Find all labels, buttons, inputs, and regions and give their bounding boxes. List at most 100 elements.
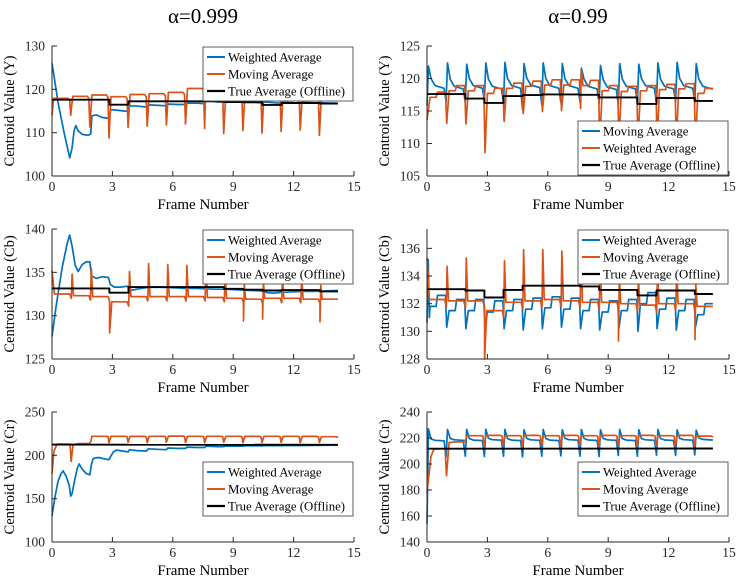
x-tick-label: 0 [49, 362, 56, 377]
legend: Weighted Average Moving Average True Avera… [577, 229, 729, 285]
y-tick-label: 120 [25, 82, 46, 97]
x-axis-label: Frame Number [157, 563, 248, 579]
tick-labels: 105 110 115 120 125 0 3 6 9 12 15 [400, 39, 736, 195]
y-tick-label: 130 [25, 308, 46, 323]
x-axis-label: Frame Number [532, 380, 623, 396]
y-tick-label: 160 [400, 509, 421, 524]
tick-labels: 128 130 132 134 136 0 3 6 9 12 15 [400, 241, 736, 377]
axes [426, 45, 730, 177]
y-tick-label: 130 [25, 39, 46, 54]
legend-label: Moving Average [603, 125, 689, 139]
y-axis-label: Centroid Value (Cb) [377, 235, 393, 352]
column-title-alpha-0999: α=0.999 [167, 4, 239, 28]
subplot-y-alpha099: 105 110 115 120 125 0 3 6 9 12 15 Centroid Value (Y… [377, 39, 736, 214]
subplot-cr-alpha099: 140 160 180 200 220 240 0 3 6 9 12 15 Centroid Value… [377, 405, 736, 580]
x-tick-label: 6 [544, 179, 551, 194]
x-tick-label: 6 [169, 545, 176, 560]
y-tick-label: 140 [400, 535, 421, 550]
x-tick-label: 9 [230, 362, 237, 377]
axes [51, 411, 355, 543]
series-line-weighted-average [426, 258, 713, 333]
y-tick-label: 125 [400, 39, 421, 54]
legend: Moving Average Weighted Average True Avera… [577, 120, 729, 176]
legend-label: Weighted Average [228, 466, 322, 480]
x-tick-label: 6 [169, 179, 176, 194]
legend-box [577, 120, 729, 176]
subplot-cb-alpha099: 128 130 132 134 136 0 3 6 9 12 15 Centroid Value (C… [377, 229, 736, 396]
legend-box [577, 229, 729, 285]
y-tick-label: 140 [25, 222, 46, 237]
x-tick-label: 3 [484, 362, 491, 377]
x-tick-label: 15 [347, 362, 361, 377]
legend-label: Moving Average [228, 68, 314, 82]
x-tick-label: 3 [109, 362, 116, 377]
y-tick-label: 180 [400, 483, 421, 498]
series-group [426, 61, 713, 154]
series-group [51, 234, 339, 337]
legend: Weighted Average Moving Average True Avera… [577, 461, 729, 517]
legend: Weighted Average Moving Average True Avera… [202, 229, 354, 285]
y-tick-label: 105 [400, 169, 421, 184]
series-line-true-average-offline [52, 286, 338, 294]
legend-label: Weighted Average [603, 466, 697, 480]
y-tick-label: 135 [25, 265, 46, 280]
x-tick-label: 15 [722, 362, 736, 377]
legend-label: Moving Average [228, 251, 314, 265]
y-tick-label: 130 [400, 324, 421, 339]
y-axis-label: Centroid Value (Y) [377, 55, 393, 166]
legend-label: True Average (Offline) [603, 500, 720, 514]
tick-labels: 140 160 180 200 220 240 0 3 6 9 12 15 [400, 405, 736, 561]
y-tick-label: 132 [400, 296, 420, 311]
legend-label: Weighted Average [228, 234, 322, 248]
y-axis-label: Centroid Value (Cr) [2, 419, 18, 534]
y-tick-label: 136 [400, 241, 421, 256]
x-axis-label: Frame Number [532, 197, 623, 213]
axes [51, 45, 355, 177]
legend-label: Weighted Average [603, 142, 697, 156]
x-tick-label: 12 [662, 179, 676, 194]
legend-box [202, 46, 354, 102]
y-tick-label: 134 [400, 269, 421, 284]
x-tick-label: 12 [662, 545, 676, 560]
x-axis-label: Frame Number [157, 380, 248, 396]
series-line-true-average-offline [427, 284, 713, 299]
x-tick-label: 0 [424, 545, 431, 560]
x-tick-label: 15 [722, 545, 736, 560]
legend-label: Weighted Average [603, 234, 697, 248]
x-tick-label: 9 [605, 362, 612, 377]
legend-label: Weighted Average [228, 51, 322, 65]
series-line-moving-average [426, 229, 714, 360]
y-tick-label: 125 [25, 352, 46, 367]
series-line-moving-average [51, 252, 339, 334]
y-tick-label: 100 [25, 535, 46, 550]
x-tick-label: 0 [49, 545, 56, 560]
x-tick-label: 6 [169, 362, 176, 377]
series-line-weighted-average [51, 234, 338, 337]
x-tick-label: 15 [347, 179, 361, 194]
axes [426, 229, 730, 360]
x-tick-label: 9 [605, 545, 612, 560]
x-tick-label: 15 [722, 179, 736, 194]
x-tick-label: 9 [605, 179, 612, 194]
x-axis-label: Frame Number [532, 563, 623, 579]
y-tick-label: 150 [25, 491, 46, 506]
y-tick-label: 250 [25, 405, 46, 420]
y-tick-label: 110 [400, 136, 420, 151]
series-line-weighted-average [51, 63, 338, 159]
x-tick-label: 0 [424, 362, 431, 377]
series-group [426, 428, 714, 524]
axes [51, 228, 355, 360]
x-tick-label: 3 [109, 179, 116, 194]
x-axis-label: Frame Number [157, 197, 248, 213]
series-line-true-average-offline [52, 98, 338, 106]
subplot-cb-alpha0999: 125 130 135 140 0 3 6 9 12 15 Centroid Value (Cb) F… [2, 222, 361, 397]
x-tick-label: 0 [49, 179, 56, 194]
y-tick-label: 120 [400, 71, 421, 86]
y-tick-label: 200 [400, 457, 421, 472]
legend-label: Moving Average [603, 251, 689, 265]
series-line-weighted-average [51, 444, 338, 517]
y-tick-label: 220 [400, 431, 421, 446]
legend: Weighted Average Moving Average True Avera… [202, 461, 354, 517]
x-tick-label: 6 [544, 362, 551, 377]
